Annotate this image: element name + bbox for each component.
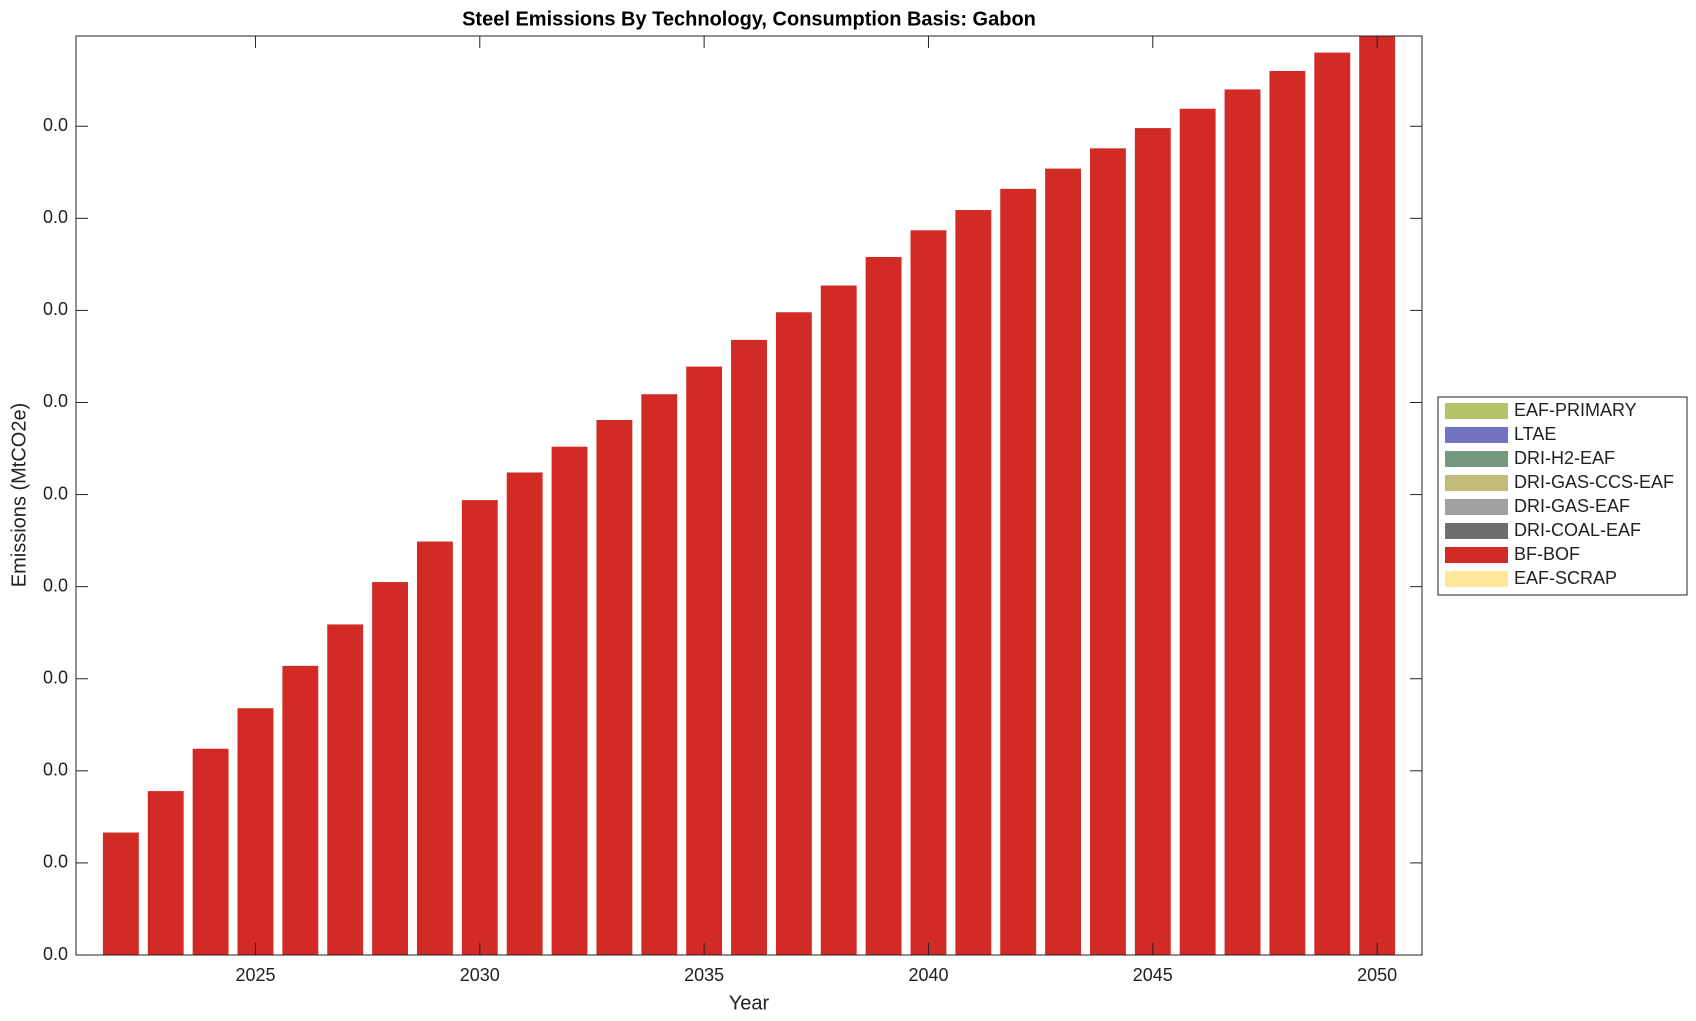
- x-axis-label: Year: [729, 992, 770, 1014]
- legend-swatch: [1445, 523, 1508, 539]
- y-tick-label: 0.0: [43, 575, 68, 595]
- bar-segment: [1179, 108, 1216, 956]
- bar-segment: [551, 446, 588, 955]
- y-tick-label: 0.0: [43, 852, 68, 872]
- bar-segment: [1000, 188, 1037, 955]
- bar-segment: [282, 665, 319, 955]
- legend-swatch: [1445, 427, 1508, 443]
- legend-label: BF-BOF: [1514, 544, 1580, 564]
- chart-title: Steel Emissions By Technology, Consumpti…: [462, 8, 1036, 30]
- y-tick-label: 0.0: [43, 944, 68, 964]
- bar-segment: [327, 624, 364, 955]
- bar-segment: [955, 210, 992, 956]
- bar-segment: [1269, 70, 1306, 955]
- legend-swatch: [1445, 499, 1508, 515]
- bar-segment: [775, 312, 812, 955]
- bar-segment: [686, 366, 723, 955]
- bar-segment: [820, 285, 857, 955]
- legend-label: DRI-GAS-CCS-EAF: [1514, 472, 1674, 492]
- bar-segment: [865, 257, 902, 955]
- legend-label: DRI-H2-EAF: [1514, 448, 1615, 468]
- bar-segment: [731, 339, 767, 955]
- x-tick-label: 2025: [235, 965, 275, 985]
- bar-segment: [1134, 128, 1171, 955]
- bar-segment: [1359, 36, 1396, 955]
- legend-swatch: [1445, 547, 1508, 563]
- bar-segment: [237, 708, 274, 955]
- y-tick-label: 0.0: [43, 483, 68, 503]
- legend-label: EAF-PRIMARY: [1514, 400, 1637, 420]
- x-tick-label: 2030: [460, 965, 500, 985]
- bar-segment: [147, 791, 184, 955]
- bar-segment: [416, 541, 453, 955]
- y-tick-label: 0.0: [43, 207, 68, 227]
- y-tick-label: 0.0: [43, 299, 68, 319]
- legend-swatch: [1445, 571, 1508, 587]
- bar-segment: [641, 394, 678, 956]
- bar-segment: [102, 832, 139, 955]
- legend-label: EAF-SCRAP: [1514, 568, 1617, 588]
- bar-segment: [1314, 52, 1351, 956]
- legend-swatch: [1445, 475, 1508, 491]
- bar-segment: [372, 582, 409, 955]
- legend-swatch: [1445, 403, 1508, 419]
- legend-label: DRI-COAL-EAF: [1514, 520, 1641, 540]
- bar-segment: [1045, 168, 1082, 955]
- bar-segment: [461, 500, 498, 955]
- x-tick-label: 2050: [1357, 965, 1397, 985]
- y-axis-label: Emissions (MtCO2e): [8, 403, 30, 587]
- bar-segment: [192, 748, 229, 955]
- x-tick-label: 2035: [684, 965, 724, 985]
- y-tick-label: 0.0: [43, 115, 68, 135]
- bar-segment: [506, 472, 543, 955]
- y-tick-label: 0.0: [43, 667, 68, 687]
- bar-segment: [1089, 148, 1126, 956]
- legend-label: LTAE: [1514, 424, 1556, 444]
- legend-swatch: [1445, 451, 1508, 467]
- x-tick-label: 2040: [908, 965, 948, 985]
- legend-label: DRI-GAS-EAF: [1514, 496, 1630, 516]
- x-tick-label: 2045: [1133, 965, 1173, 985]
- bar-segment: [596, 419, 633, 955]
- bar-segment: [910, 230, 947, 955]
- plot-frame: [75, 35, 1423, 956]
- bar-segment: [1224, 89, 1261, 956]
- y-tick-label: 0.0: [43, 391, 68, 411]
- y-tick-label: 0.0: [43, 760, 68, 780]
